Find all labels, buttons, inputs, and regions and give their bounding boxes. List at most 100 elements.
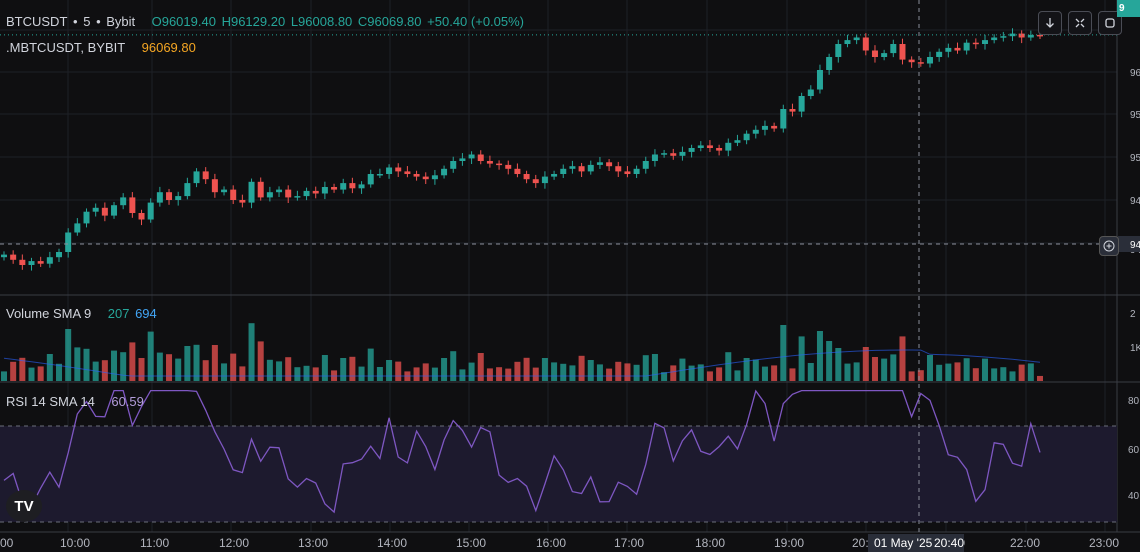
collapse-icon[interactable] — [1068, 11, 1092, 35]
volume-bar — [881, 358, 888, 381]
candle-body — [1027, 34, 1034, 38]
rsi-value: 60.59 — [111, 394, 144, 409]
candle-body — [395, 167, 402, 172]
volume-bar — [505, 368, 512, 381]
candle-body — [340, 183, 347, 190]
volume-bar — [120, 352, 127, 381]
crosshair-date: 01 May '25 — [874, 536, 933, 550]
candle-body — [954, 47, 961, 51]
volume-bar — [541, 358, 548, 381]
arrow-down-icon[interactable] — [1038, 11, 1062, 35]
candle-body — [972, 42, 979, 45]
volume-bar — [285, 357, 292, 381]
candle-body — [184, 183, 191, 197]
volume-bar — [358, 366, 365, 381]
candle-body — [477, 154, 484, 161]
volume-axis-tick-label: 2 — [1130, 309, 1136, 320]
candle-body — [780, 109, 787, 129]
candle-body — [285, 189, 292, 198]
volume-bar — [899, 336, 906, 381]
volume-bar — [1009, 371, 1016, 381]
volume-bar — [651, 354, 658, 381]
volume-sma-line — [3, 349, 1041, 377]
candle-body — [560, 168, 567, 174]
candle-body — [596, 162, 603, 165]
volume-bar — [917, 370, 924, 381]
candle-body — [211, 179, 218, 193]
candle-body — [835, 44, 842, 57]
candle-body — [1018, 33, 1025, 38]
candle-body — [312, 190, 319, 194]
candle-body — [156, 192, 163, 203]
rsi-axis-tick-label: 80 — [1128, 396, 1140, 407]
main-legend: BTCUSDT • 5 • Bybit O96019.40 H96129.20 … — [6, 14, 525, 29]
volume-bar — [688, 365, 695, 381]
candle-body — [1, 254, 7, 258]
candle-body — [514, 168, 521, 174]
volume-bar — [835, 348, 842, 381]
candle-body — [468, 154, 475, 159]
candle-body — [230, 189, 237, 200]
candle-body — [706, 145, 713, 148]
candle-body — [945, 47, 952, 52]
candle-body — [642, 161, 649, 169]
candle-body — [386, 167, 393, 174]
volume-value: 207 — [107, 306, 130, 321]
volume-bar — [569, 365, 576, 381]
candle-body — [633, 168, 640, 174]
candle-body — [486, 161, 493, 164]
candle-body — [303, 190, 310, 197]
candle-body — [459, 158, 466, 161]
add-alert-plus-icon[interactable] — [1099, 236, 1119, 256]
volume-bar — [193, 344, 200, 381]
volume-bar — [83, 348, 90, 381]
crosshair-price-tag: 94 — [1130, 240, 1140, 251]
time-axis-tick-label: 22:00 — [1010, 536, 1040, 550]
volume-bar — [578, 355, 585, 381]
legend-symbol[interactable]: BTCUSDT — [6, 14, 68, 29]
candle-body — [120, 197, 127, 206]
rsi-axis-tick-label: 40 — [1128, 491, 1140, 502]
volume-bar — [239, 366, 246, 381]
price-axis-tick-label: 96 — [1130, 68, 1140, 79]
volume-bar — [46, 354, 53, 381]
volume-bar — [37, 366, 44, 381]
volume-bar — [844, 363, 851, 381]
time-axis-tick-label: 17:00 — [614, 536, 644, 550]
volume-bar — [413, 367, 420, 381]
volume-bar — [761, 366, 768, 381]
candle-body — [816, 70, 823, 90]
volume-bar — [248, 323, 255, 381]
volume-bar — [1037, 375, 1043, 381]
rsi-legend: RSI 14 SMA 14 60.59 — [6, 394, 146, 409]
volume-bar — [367, 348, 374, 381]
time-axis-tick-label: 13:00 — [298, 536, 328, 550]
compare-symbol[interactable]: .MBTCUSDT, BYBIT — [6, 40, 126, 55]
volume-bar — [422, 363, 429, 381]
candle-body — [505, 164, 512, 169]
tradingview-logo[interactable]: TV — [6, 490, 42, 522]
volume-bar — [532, 367, 539, 381]
volume-label[interactable]: Volume SMA 9 — [6, 306, 92, 321]
volume-bar — [486, 368, 493, 381]
time-axis-tick-label: 23:00 — [1089, 536, 1119, 550]
rsi-label[interactable]: RSI 14 SMA 14 — [6, 394, 95, 409]
candle-body — [349, 183, 356, 189]
candle-body — [981, 40, 988, 44]
candle-body — [670, 153, 677, 156]
volume-bar — [211, 345, 218, 381]
candle-body — [523, 174, 530, 180]
candle-body — [358, 184, 365, 189]
candle-body — [257, 181, 264, 198]
compare-value: 96069.80 — [141, 40, 196, 55]
candle-body — [771, 125, 778, 129]
candle-body — [697, 145, 704, 148]
candle-body — [926, 57, 933, 64]
volume-bar — [826, 341, 833, 381]
candle-body — [1000, 36, 1007, 38]
legend-low: L96008.80 — [290, 14, 353, 29]
candle-body — [37, 261, 44, 264]
volume-bar — [908, 371, 915, 381]
